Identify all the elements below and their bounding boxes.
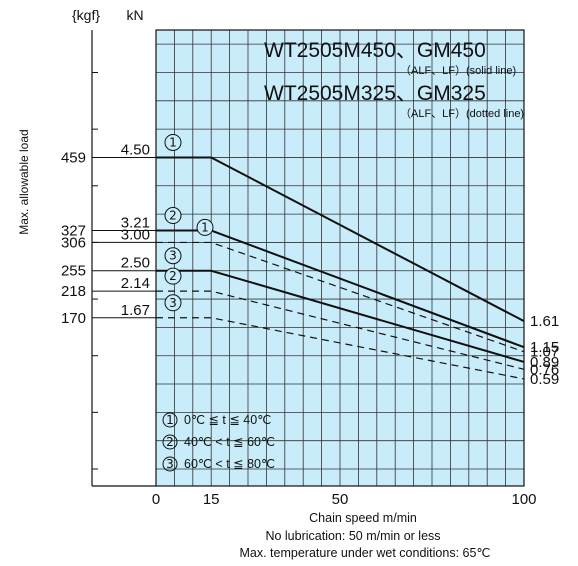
note-temperature: Max. temperature under wet conditions: 6… [240,546,491,560]
series-line-dotted-6 [156,317,525,380]
plot-frame [155,29,525,487]
y-unit-kn: kN [126,7,143,23]
labels: 0 15 50 100 459 4.50 1.61 1 327 3.21 1.15 2 255 2.50 0… [61,133,559,508]
legend-number-marker [162,412,178,428]
legend-number: 3 [166,457,174,471]
series-number-label: 3 [169,296,177,310]
series-line-solid-1 [156,156,525,323]
chart-title-dotted: WT2505M325、GM325 [264,82,486,105]
legend-number-marker [162,434,178,450]
note-lubrication: No lubrication: 50 m/min or less [265,529,440,543]
series-number-marker [196,218,214,236]
legend-item-label: 40℃ < t ≦ 60℃ [184,435,275,449]
end-value-label: 0.89 [530,354,559,371]
end-value-label: 0.59 [530,371,559,388]
legend-number: 2 [166,435,174,449]
x-tick-label: 50 [332,491,349,508]
y-tick-label-kn: 4.50 [121,141,150,158]
chart-title-solid: WT2505M450、GM450 [264,39,486,62]
x-tick-label: 100 [511,491,536,508]
series-number-label: 2 [169,209,177,223]
y-tick-label-kgf: 255 [61,263,86,280]
legend-item-label: 0℃ ≦ t ≦ 40℃ [184,413,271,427]
legend-number: 1 [166,413,174,427]
series-number-marker [164,207,182,225]
chart-subtitle-solid: （ALF、LF）(solid line) [400,64,516,77]
end-value-label: 1.07 [530,344,559,361]
x-tick-label: 15 [203,491,220,508]
y-tick-label-kgf: 306 [61,234,86,251]
y-tick-label-kgf: 218 [61,283,86,300]
series-number-label: 3 [169,249,177,263]
legend-number-marker [162,456,178,472]
series-number-marker [164,294,182,312]
chart-subtitle-dotted: （ALF、LF）(dotted line) [400,107,524,120]
y-unit-kgf: {kgf} [72,7,100,23]
axes [91,29,525,487]
y-axis-label: Max. allowable load [17,129,31,234]
y-tick-label-kgf: 170 [61,310,86,327]
series-number-label: 1 [169,135,177,149]
y-tick-label-kn: 2.14 [121,275,150,292]
series-number-marker [164,133,182,151]
end-value-label: 1.15 [530,339,559,356]
y-tick-label-kn: 2.50 [121,255,150,272]
series-number-marker [164,247,182,265]
series-number-label: 2 [169,269,177,283]
series-line-dotted-5 [156,290,525,370]
legend-item-label: 60℃ < t ≦ 80℃ [184,457,275,471]
series-number-label: 1 [201,220,209,234]
y-tick-label-kn: 3.21 [121,215,150,232]
y-tick-label-kn: 3.00 [121,226,150,243]
y-tick-label-kn: 1.67 [121,302,150,319]
end-value-label: 1.61 [530,313,559,330]
y-tick-label-kgf: 327 [61,223,86,240]
grid [155,30,525,486]
y-tick-label-kgf: 459 [61,149,86,166]
end-value-label: 0.76 [530,361,559,378]
x-tick-label: 0 [152,491,160,508]
series-line-dotted-4 [156,241,525,353]
series-number-marker [164,267,182,285]
x-axis-label: Chain speed m/min [309,511,417,525]
